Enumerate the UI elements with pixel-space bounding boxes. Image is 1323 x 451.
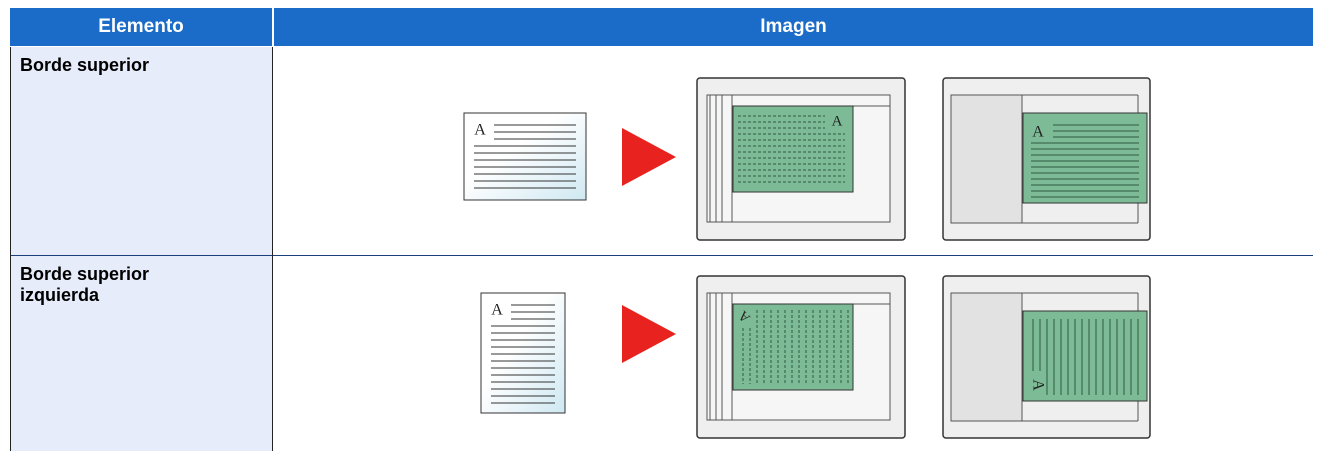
tray [950,292,1023,422]
letter: A [832,113,843,129]
letter: A [1032,124,1044,141]
tray [950,94,1023,224]
letter: A [1029,379,1046,391]
header-cell: Elemento [10,8,272,46]
arrow [622,305,676,363]
letter: A [491,302,503,319]
sheet [1022,112,1148,204]
document [480,292,566,414]
column-border [10,47,11,451]
sheet [732,303,854,391]
header-cell: Imagen [273,8,1313,46]
column-border [272,47,273,451]
arrow [622,128,676,186]
letter: A [474,122,486,139]
sheet [732,105,854,193]
item-cell: Borde superior izquierda [10,256,272,451]
row-border [10,255,1313,256]
document [463,112,587,201]
sheet [1022,310,1148,402]
item-cell: Borde superior [10,47,272,255]
